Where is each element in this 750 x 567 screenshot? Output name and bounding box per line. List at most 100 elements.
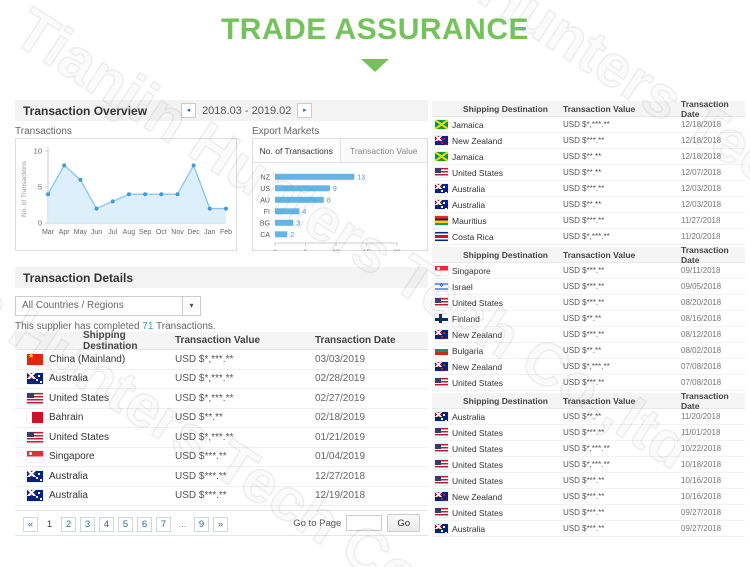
transaction-value: USD $*,***.** bbox=[563, 362, 610, 371]
transaction-date: 10/16/2018 bbox=[681, 476, 722, 485]
destination-cell: United States bbox=[15, 431, 175, 443]
transaction-date: 08/20/2018 bbox=[681, 298, 722, 307]
transaction-date: 12/18/2018 bbox=[681, 120, 722, 129]
svg-text:3: 3 bbox=[296, 220, 300, 227]
page-button-7[interactable]: 7 bbox=[156, 517, 171, 532]
page-button-9[interactable]: 9 bbox=[194, 517, 209, 532]
destination: United States bbox=[452, 475, 504, 486]
page-ellipsis: ... bbox=[175, 517, 190, 532]
svg-text:5: 5 bbox=[38, 183, 42, 192]
flag-singapore-icon bbox=[435, 266, 448, 275]
destination: Australia bbox=[452, 183, 486, 194]
transaction-date: 01/21/2019 bbox=[315, 431, 366, 443]
table-row: United States USD $***.** 07/08/2018 bbox=[432, 375, 745, 391]
down-triangle-icon bbox=[361, 59, 389, 72]
transaction-value: USD $**.** bbox=[563, 168, 602, 177]
transaction-value: USD $*,***.** bbox=[175, 373, 234, 385]
destination-cell: Australia bbox=[432, 200, 563, 210]
col-transaction-value: Transaction Value bbox=[563, 103, 636, 114]
transaction-value: USD $***.** bbox=[563, 508, 605, 517]
destination: United States bbox=[49, 392, 110, 404]
transaction-value: USD $***.** bbox=[175, 470, 227, 482]
country-filter-select[interactable]: All Countries / Regions ▾ bbox=[15, 296, 201, 316]
tab-no-of-transactions[interactable]: No. of Transactions bbox=[253, 139, 340, 162]
destination-cell: Mauritius bbox=[432, 216, 563, 226]
goto-page-input[interactable] bbox=[346, 515, 383, 531]
transaction-date: 12/27/2018 bbox=[315, 470, 366, 482]
tab-transaction-value[interactable]: Transaction Value bbox=[339, 139, 427, 162]
flag-australia-icon bbox=[27, 470, 43, 482]
page-button-3[interactable]: 3 bbox=[80, 517, 95, 532]
page-button-5[interactable]: 5 bbox=[118, 517, 133, 532]
destination: Australia bbox=[49, 470, 88, 482]
transaction-value: USD $***.** bbox=[563, 428, 605, 437]
flag-united-states-icon bbox=[435, 508, 448, 517]
col-transaction-date: Transaction Date bbox=[681, 390, 729, 411]
svg-text:Feb: Feb bbox=[220, 229, 232, 236]
destination: Israel bbox=[452, 281, 473, 292]
transaction-value: USD $**.** bbox=[563, 346, 602, 355]
svg-text:4: 4 bbox=[302, 209, 306, 216]
svg-text:Sep: Sep bbox=[139, 229, 152, 236]
destination: Singapore bbox=[452, 265, 491, 276]
svg-text:2: 2 bbox=[290, 232, 294, 239]
go-button[interactable]: Go bbox=[387, 514, 420, 532]
svg-text:10: 10 bbox=[34, 147, 42, 156]
destination: New Zealand bbox=[452, 135, 503, 146]
chevron-down-icon: ▾ bbox=[182, 297, 200, 315]
svg-text:Aug: Aug bbox=[123, 229, 136, 236]
flag-united-states-icon bbox=[435, 378, 448, 387]
transaction-date: 11/20/2018 bbox=[681, 412, 721, 421]
next-period-button[interactable]: ▸ bbox=[297, 103, 313, 118]
next-page-button[interactable]: » bbox=[213, 517, 228, 532]
flag-mauritius-icon bbox=[435, 216, 448, 225]
flag-israel-icon bbox=[435, 282, 448, 291]
destination-cell: Costa Rica bbox=[432, 232, 563, 242]
right-panel: Shipping Destination Transaction Value T… bbox=[432, 99, 745, 539]
transaction-date: 10/22/2018 bbox=[681, 444, 722, 453]
flag-united-states-icon bbox=[27, 431, 43, 443]
table-row: Israel USD $***.** 09/05/2018 bbox=[432, 279, 745, 295]
table-row: China (Mainland) USD $*,***.** 03/03/201… bbox=[15, 350, 428, 370]
destination: United States bbox=[452, 459, 504, 470]
table-row: United States USD $***.** 11/01/2018 bbox=[432, 425, 745, 441]
destination-cell: Bulgaria bbox=[432, 346, 563, 356]
table-row: Australia USD $***.** 12/03/2018 bbox=[432, 181, 745, 197]
table-row: Australia USD $**.** 11/20/2018 bbox=[432, 409, 745, 425]
transaction-details-table: Shipping Destination Transaction Value T… bbox=[15, 330, 428, 506]
prev-period-button[interactable]: ◂ bbox=[181, 103, 197, 118]
table-row: Australia USD $*,***.** 02/28/2019 bbox=[15, 370, 428, 389]
transaction-count-link[interactable]: 71 bbox=[142, 321, 154, 332]
transaction-date: 03/03/2019 bbox=[315, 353, 366, 365]
table-header-row: Shipping Destination Transaction Value T… bbox=[432, 390, 745, 411]
transaction-value: USD $**.** bbox=[563, 412, 602, 421]
destination: Australia bbox=[49, 373, 88, 385]
table-row: Jamaica USD $*,***.** 12/18/2018 bbox=[432, 117, 745, 133]
flag-australia-icon bbox=[27, 490, 43, 502]
flag-bahrain-icon bbox=[27, 412, 43, 424]
transaction-value: USD $*,***.** bbox=[563, 120, 610, 129]
table-row: Australia USD $***.** 12/19/2018 bbox=[15, 487, 428, 506]
transaction-date: 08/02/2018 bbox=[681, 346, 722, 355]
recent-transactions-table-3: Shipping Destination Transaction Value T… bbox=[432, 390, 745, 537]
first-page-button[interactable]: « bbox=[23, 517, 38, 532]
pagination-bar: « 1 2 3 4 5 6 7... 9 » Go to Page Go bbox=[15, 510, 428, 536]
transaction-date: 10/16/2018 bbox=[681, 492, 722, 501]
table-row: Australia USD $**.** 12/03/2018 bbox=[432, 197, 745, 213]
transaction-value: USD $***.** bbox=[563, 282, 605, 291]
page-button-6[interactable]: 6 bbox=[137, 517, 152, 532]
page-button-4[interactable]: 4 bbox=[99, 517, 114, 532]
table-row: Bulgaria USD $**.** 08/02/2018 bbox=[432, 343, 745, 359]
date-range: 2018.03 - 2019.02 bbox=[202, 104, 292, 117]
transaction-date: 01/04/2019 bbox=[315, 451, 366, 463]
transaction-value: USD $***.** bbox=[563, 378, 605, 387]
transactions-chart-label: Transactions bbox=[15, 126, 72, 137]
flag-united-states-icon bbox=[435, 460, 448, 469]
destination-cell: Jamaica bbox=[432, 120, 563, 130]
destination: Bahrain bbox=[49, 412, 84, 424]
page-button-2[interactable]: 2 bbox=[61, 517, 76, 532]
destination: New Zealand bbox=[452, 361, 503, 372]
transaction-value: USD $**.** bbox=[563, 200, 602, 209]
transaction-value: USD $***.** bbox=[563, 330, 605, 339]
